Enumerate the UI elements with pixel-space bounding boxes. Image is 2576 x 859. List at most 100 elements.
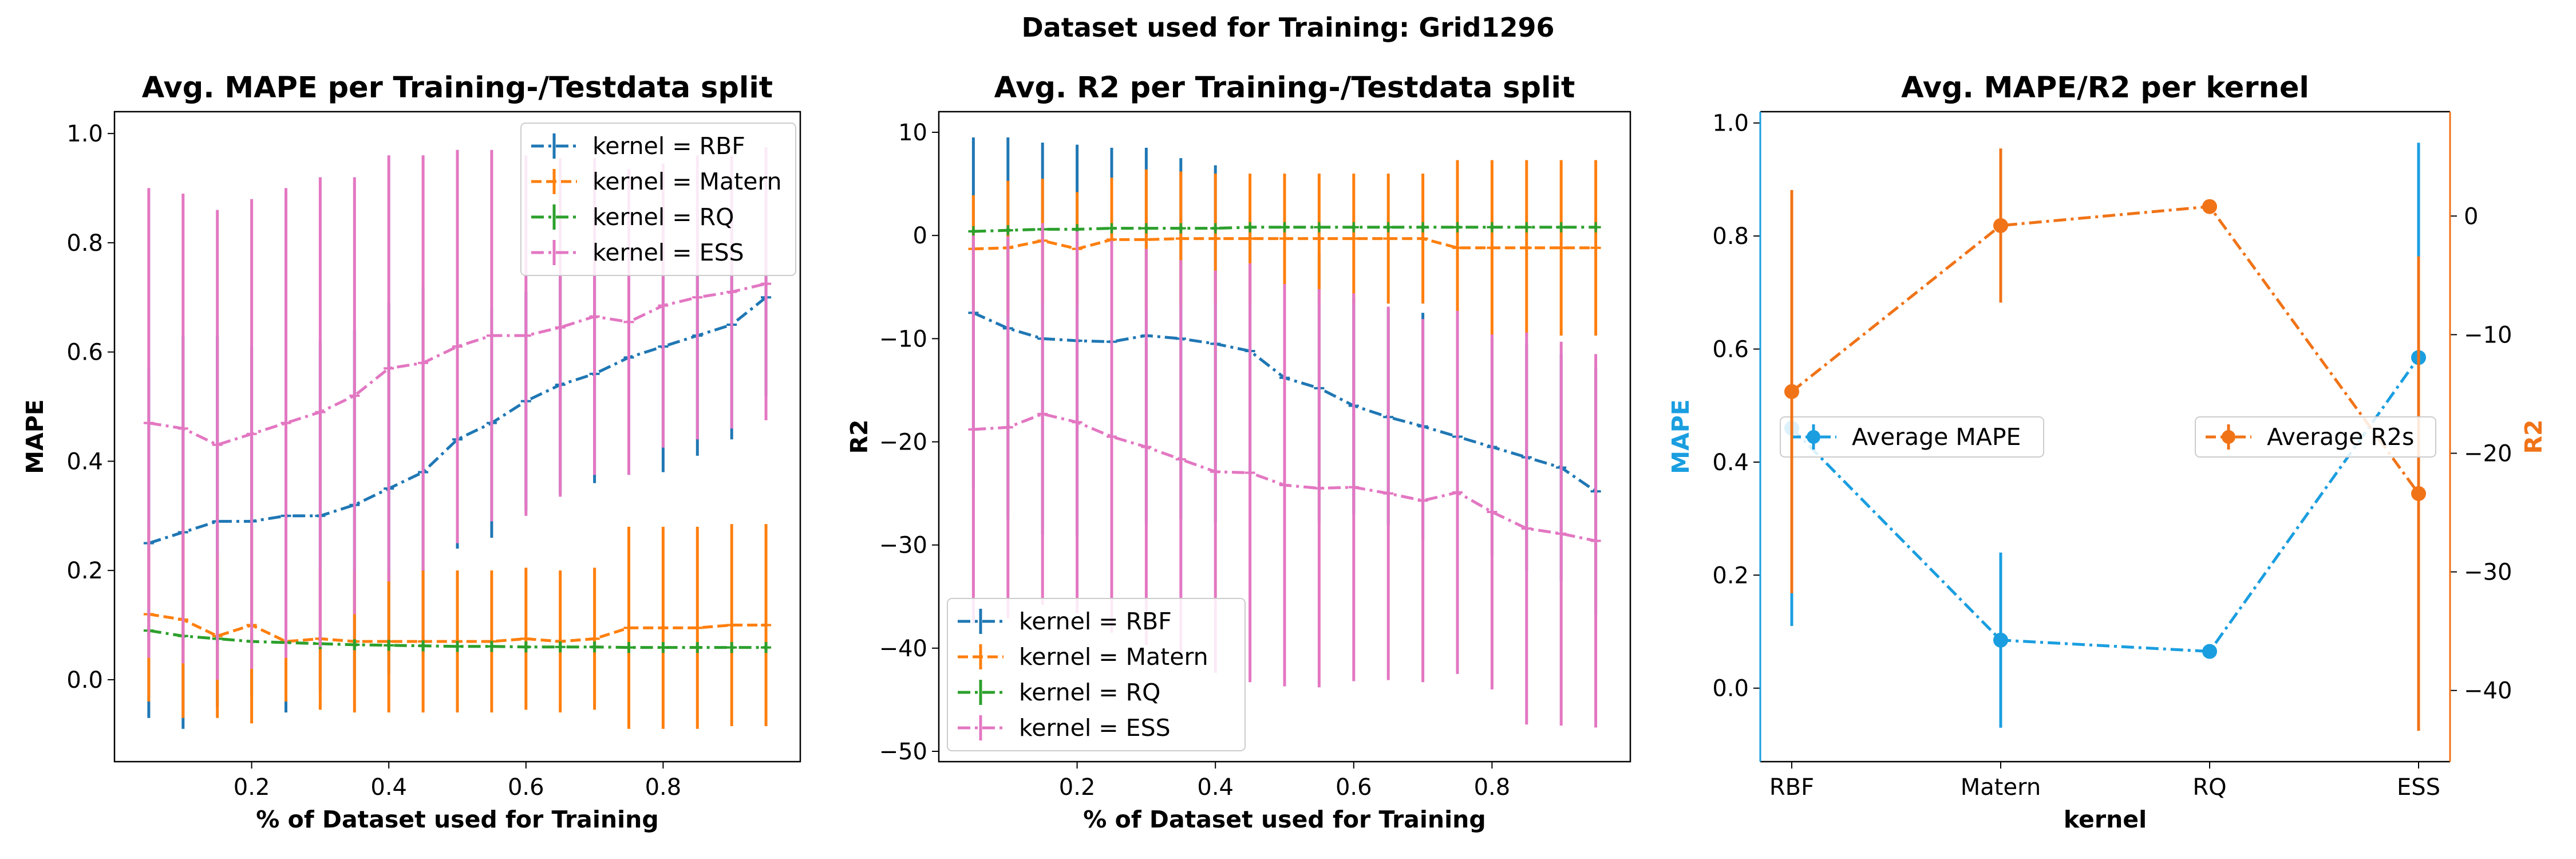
legend-label: kernel = RQ — [592, 203, 734, 231]
plot-frame — [113, 111, 801, 763]
data-point — [1487, 242, 1498, 253]
data-point — [1175, 223, 1186, 234]
data-point — [1141, 223, 1152, 234]
data-point — [623, 622, 634, 633]
data-point — [1141, 442, 1152, 452]
data-point — [1175, 454, 1186, 465]
data-point — [1210, 233, 1221, 244]
data-point — [349, 390, 360, 401]
data-point — [1072, 417, 1082, 428]
legend-item-ess: kernel = ESS — [531, 239, 744, 266]
data-point — [1556, 242, 1567, 253]
data-point — [212, 439, 223, 450]
x-axis-label: kernel — [2064, 806, 2147, 833]
y-tick-label: 0.8 — [66, 230, 103, 257]
legend-mape: Average MAPE — [1780, 416, 2044, 458]
data-point — [1590, 535, 1601, 546]
data-point — [1452, 222, 1463, 233]
y-right-axis-label: R2 — [2520, 419, 2547, 454]
data-point — [1521, 523, 1532, 534]
y-tick-label: 1.0 — [66, 121, 103, 147]
data-point — [1590, 242, 1601, 253]
legend-item-matern: kernel = Matern — [531, 168, 782, 195]
x-tick-label: RQ — [2192, 774, 2226, 801]
data-point — [1590, 222, 1601, 233]
data-point — [1993, 632, 2008, 648]
x-tick-label: ESS — [2397, 774, 2440, 801]
y-tick-label: 10 — [898, 120, 927, 146]
y-right-tick-label: −20 — [2464, 440, 2512, 467]
data-point — [968, 424, 979, 435]
data-point — [1244, 222, 1255, 233]
data-point — [384, 640, 394, 651]
x-tick-label: 0.8 — [1474, 774, 1511, 801]
data-point — [1348, 233, 1359, 244]
legend-r2: Average R2s — [2195, 416, 2436, 458]
data-point — [589, 311, 600, 322]
data-point — [1107, 431, 1117, 442]
legend-label: Average R2s — [2267, 423, 2414, 451]
data-point — [1314, 233, 1325, 244]
x-tick-label: 0.6 — [508, 774, 544, 801]
x-tick-label: 0.4 — [370, 774, 407, 801]
y-tick-label: 0 — [913, 223, 927, 249]
legend-item-rbf: kernel = RBF — [958, 608, 1172, 635]
data-point — [418, 357, 429, 368]
legend-marker — [2222, 430, 2235, 444]
data-point — [1244, 467, 1255, 478]
data-point — [968, 226, 979, 237]
data-point — [555, 641, 566, 652]
y-tick-label: 0.4 — [66, 448, 103, 475]
data-point — [246, 428, 257, 439]
y-tick-label: −40 — [879, 636, 927, 662]
data-point — [1175, 233, 1186, 244]
data-point — [1002, 422, 1013, 433]
series-matern — [143, 521, 772, 729]
data-point — [280, 417, 291, 428]
data-point — [692, 622, 703, 633]
data-point — [658, 642, 669, 653]
data-point — [1417, 233, 1428, 244]
data-point — [315, 407, 326, 417]
legend-label: kernel = ESS — [1019, 714, 1171, 742]
legend-item-ess: kernel = ESS — [958, 714, 1171, 742]
data-point — [2411, 486, 2426, 501]
y-tick-label: −30 — [879, 533, 927, 559]
data-point — [1452, 242, 1463, 253]
data-point — [1383, 488, 1394, 499]
x-axis-label: % of Dataset used for Training — [256, 806, 658, 833]
data-point — [1383, 233, 1394, 244]
y-tick-label: −20 — [879, 430, 927, 456]
panel-title: Avg. MAPE/R2 per kernel — [1901, 71, 2309, 105]
legend-item-matern: kernel = Matern — [958, 643, 1208, 671]
legend-label: kernel = RQ — [1019, 679, 1160, 706]
data-point — [1521, 242, 1532, 253]
data-point — [177, 423, 188, 434]
legend-label: kernel = Matern — [592, 168, 782, 195]
x-tick-label: 0.2 — [234, 774, 270, 801]
legend-item-rq: kernel = RQ — [958, 679, 1160, 706]
legend-box — [2195, 416, 2436, 458]
data-point — [1037, 408, 1048, 419]
x-tick-label: 0.2 — [1059, 774, 1096, 801]
data-point — [555, 322, 566, 333]
legend-label: kernel = RBF — [592, 132, 745, 160]
legend-label: kernel = ESS — [592, 239, 744, 266]
data-point — [1521, 222, 1532, 233]
x-tick-label: 0.4 — [1197, 774, 1234, 801]
legend: kernel = RBF kernel = Matern kernel = RQ ke… — [520, 123, 796, 276]
y-tick-label: 0.6 — [1712, 337, 1749, 363]
series-line — [1791, 356, 2420, 653]
y-tick-label: 0.0 — [1712, 676, 1749, 702]
data-point — [1383, 222, 1394, 233]
legend-marker — [1807, 430, 1820, 444]
data-point — [418, 640, 429, 651]
data-point — [1417, 222, 1428, 233]
y-tick-label: 0.2 — [1712, 562, 1749, 589]
x-tick-label: 0.8 — [645, 774, 682, 801]
data-point — [726, 286, 737, 297]
legend-item-rbf: kernel = RBF — [531, 132, 745, 160]
data-point — [1314, 222, 1325, 233]
data-point — [1141, 234, 1152, 245]
data-point — [726, 642, 737, 653]
